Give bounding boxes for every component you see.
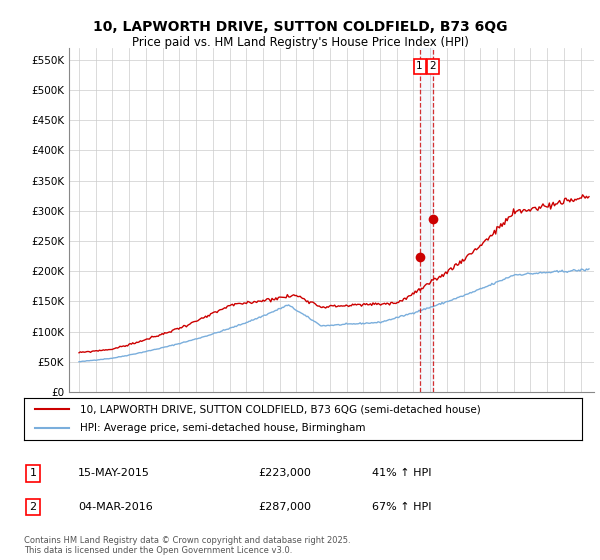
- Text: 10, LAPWORTH DRIVE, SUTTON COLDFIELD, B73 6QG: 10, LAPWORTH DRIVE, SUTTON COLDFIELD, B7…: [93, 20, 507, 34]
- Text: 41% ↑ HPI: 41% ↑ HPI: [372, 468, 431, 478]
- Text: 2: 2: [29, 502, 37, 512]
- Bar: [419, 48, 433, 392]
- Text: HPI: Average price, semi-detached house, Birmingham: HPI: Average price, semi-detached house,…: [80, 423, 365, 433]
- Text: 67% ↑ HPI: 67% ↑ HPI: [372, 502, 431, 512]
- Text: Contains HM Land Registry data © Crown copyright and database right 2025.
This d: Contains HM Land Registry data © Crown c…: [24, 536, 350, 556]
- Text: 15-MAY-2015: 15-MAY-2015: [78, 468, 150, 478]
- Text: 10, LAPWORTH DRIVE, SUTTON COLDFIELD, B73 6QG (semi-detached house): 10, LAPWORTH DRIVE, SUTTON COLDFIELD, B7…: [80, 404, 481, 414]
- Text: £287,000: £287,000: [258, 502, 311, 512]
- Text: 1: 1: [29, 468, 37, 478]
- Text: 1: 1: [416, 62, 423, 71]
- Text: Price paid vs. HM Land Registry's House Price Index (HPI): Price paid vs. HM Land Registry's House …: [131, 36, 469, 49]
- Text: 04-MAR-2016: 04-MAR-2016: [78, 502, 153, 512]
- Text: 2: 2: [430, 62, 436, 71]
- Text: £223,000: £223,000: [258, 468, 311, 478]
